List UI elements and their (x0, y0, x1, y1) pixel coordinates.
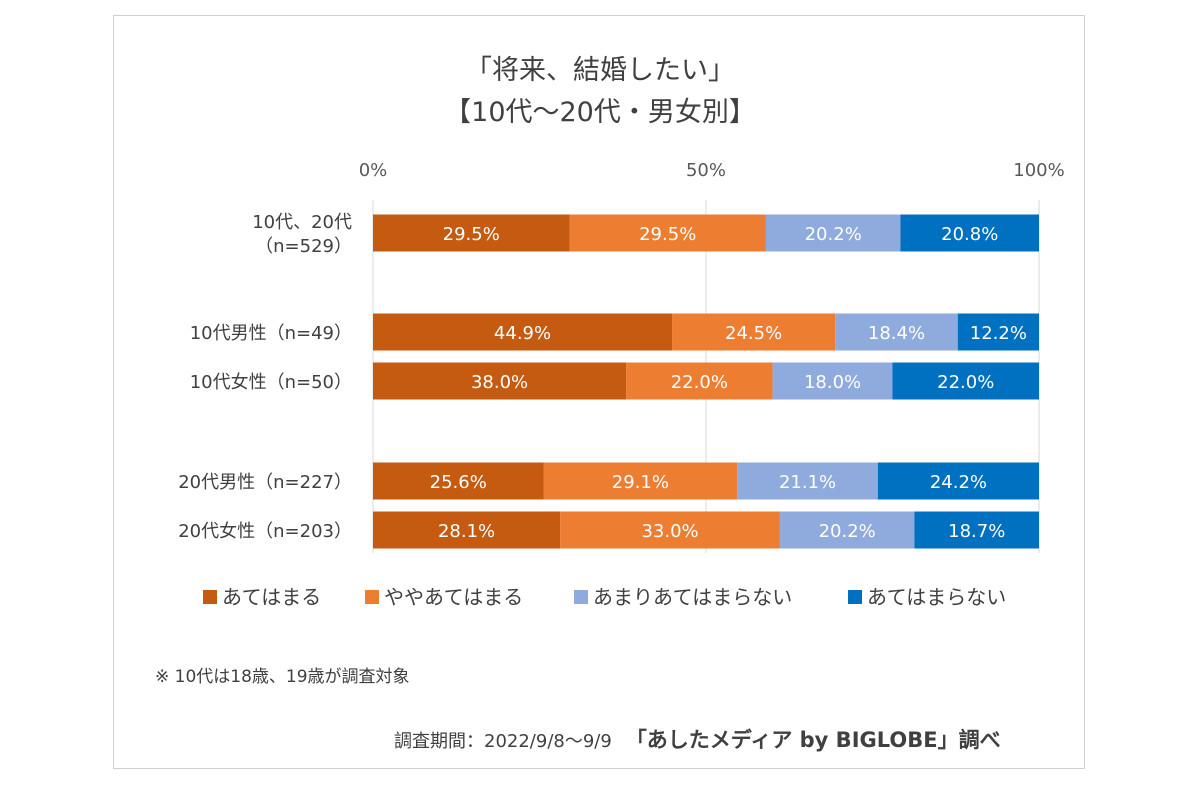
bar-segment (373, 462, 544, 500)
legend-label: あてはまる (222, 585, 321, 609)
legend-swatch (203, 590, 217, 604)
bar-segment (737, 462, 878, 500)
bar-segment (914, 511, 1039, 549)
data-label: 20.2% (805, 224, 862, 245)
bar-segment (957, 313, 1039, 351)
credit-line: 調査期間：2022/9/8～9/9 「あしたメディア by BIGLOBE」調べ (394, 724, 1001, 754)
bar-segment (900, 214, 1039, 252)
bar-segment (543, 462, 738, 500)
bar-segment (835, 313, 958, 351)
data-label: 44.9% (494, 323, 551, 344)
legend-swatch (574, 590, 588, 604)
data-label: 33.0% (641, 521, 698, 542)
x-tick-label: 50% (686, 160, 726, 181)
legend-label: ややあてはまる (384, 585, 523, 609)
data-label: 21.1% (779, 472, 836, 493)
bar-segment (373, 511, 561, 549)
data-label: 24.2% (930, 472, 987, 493)
data-label: 25.6% (430, 472, 487, 493)
category-label: 10代男性（n=49） (190, 323, 352, 344)
bar-segment (373, 214, 570, 252)
data-label: 29.5% (443, 224, 500, 245)
category-label: （n=529） (255, 236, 352, 257)
survey-period: 調査期間：2022/9/8～9/9 (394, 731, 612, 752)
legend-label: あてはまらない (867, 585, 1006, 609)
x-tick-label: 0% (359, 160, 388, 181)
data-label: 28.1% (438, 521, 495, 542)
bar-segment (772, 362, 893, 400)
data-label: 24.5% (725, 323, 782, 344)
data-label: 12.2% (970, 323, 1027, 344)
survey-source: 「あしたメディア by BIGLOBE」調べ (625, 728, 1001, 752)
data-label: 20.8% (941, 224, 998, 245)
data-label: 29.1% (612, 472, 669, 493)
bar-segment (626, 362, 773, 400)
bar-segment (672, 313, 836, 351)
bar-segment (892, 362, 1039, 400)
data-label: 18.4% (868, 323, 925, 344)
category-label: 10代女性（n=50） (190, 372, 352, 393)
data-label: 18.7% (948, 521, 1005, 542)
legend-swatch (365, 590, 379, 604)
category-label: 20代男性（n=227） (178, 472, 352, 493)
category-label: 20代女性（n=203） (178, 521, 352, 542)
data-label: 38.0% (471, 372, 528, 393)
category-label: 10代、20代 (252, 212, 352, 233)
chart-title-line2: 【10代～20代・男女別】 (444, 97, 756, 128)
bar-segment (373, 313, 673, 351)
chart-title-line1: 「将来、結婚したい」 (465, 55, 735, 86)
x-tick-label: 100% (1013, 160, 1064, 181)
bar-segment (877, 462, 1039, 500)
legend-label: あまりあてはまらない (593, 585, 792, 609)
bar-segment (569, 214, 766, 252)
legend-swatch (848, 590, 862, 604)
bar-segment (765, 214, 901, 252)
footnote: ※ 10代は18歳、19歳が調査対象 (155, 667, 410, 687)
data-label: 29.5% (639, 224, 696, 245)
bar-segment (373, 362, 627, 400)
data-label: 22.0% (937, 372, 994, 393)
data-label: 18.0% (804, 372, 861, 393)
data-label: 22.0% (671, 372, 728, 393)
data-label: 20.2% (819, 521, 876, 542)
bar-segment (779, 511, 915, 549)
bar-segment (560, 511, 780, 549)
